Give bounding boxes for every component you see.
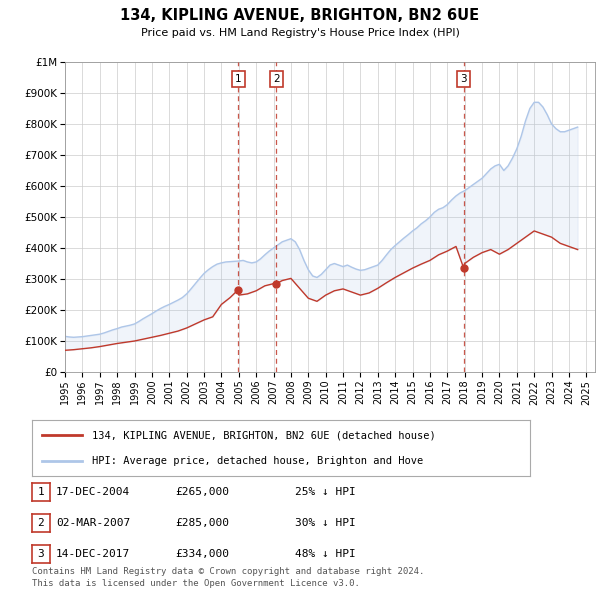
Text: 1: 1 xyxy=(38,487,44,497)
Text: £334,000: £334,000 xyxy=(175,549,229,559)
Text: 134, KIPLING AVENUE, BRIGHTON, BN2 6UE: 134, KIPLING AVENUE, BRIGHTON, BN2 6UE xyxy=(121,8,479,23)
Text: 14-DEC-2017: 14-DEC-2017 xyxy=(56,549,130,559)
Text: £265,000: £265,000 xyxy=(175,487,229,497)
Text: 1: 1 xyxy=(235,74,241,84)
Text: Contains HM Land Registry data © Crown copyright and database right 2024.: Contains HM Land Registry data © Crown c… xyxy=(32,568,424,576)
Text: 134, KIPLING AVENUE, BRIGHTON, BN2 6UE (detached house): 134, KIPLING AVENUE, BRIGHTON, BN2 6UE (… xyxy=(92,430,436,440)
Text: 2: 2 xyxy=(38,518,44,528)
Text: 3: 3 xyxy=(460,74,467,84)
Text: £285,000: £285,000 xyxy=(175,518,229,528)
Text: 48% ↓ HPI: 48% ↓ HPI xyxy=(295,549,356,559)
Text: This data is licensed under the Open Government Licence v3.0.: This data is licensed under the Open Gov… xyxy=(32,579,360,588)
Text: 30% ↓ HPI: 30% ↓ HPI xyxy=(295,518,356,528)
Text: 3: 3 xyxy=(38,549,44,559)
Text: HPI: Average price, detached house, Brighton and Hove: HPI: Average price, detached house, Brig… xyxy=(92,456,423,466)
Text: Price paid vs. HM Land Registry's House Price Index (HPI): Price paid vs. HM Land Registry's House … xyxy=(140,28,460,38)
Text: 25% ↓ HPI: 25% ↓ HPI xyxy=(295,487,356,497)
Text: 17-DEC-2004: 17-DEC-2004 xyxy=(56,487,130,497)
Text: 2: 2 xyxy=(273,74,280,84)
Text: 02-MAR-2007: 02-MAR-2007 xyxy=(56,518,130,528)
